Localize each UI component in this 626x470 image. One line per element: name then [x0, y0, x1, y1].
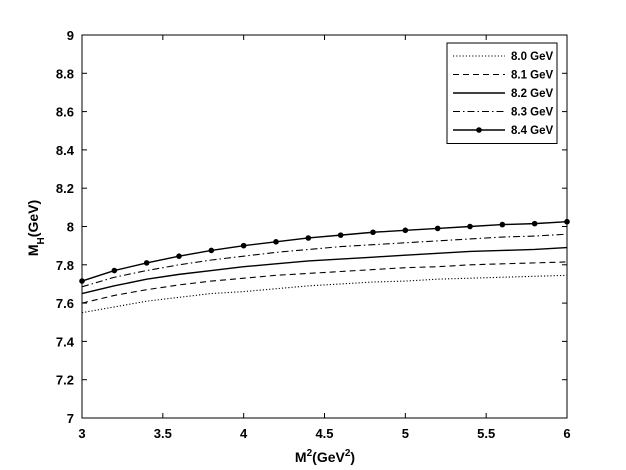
legend-label: 8.2 GeV [511, 88, 554, 100]
legend-label: 8.1 GeV [511, 70, 554, 82]
series-marker [208, 247, 215, 254]
x-tick-label: 4 [240, 426, 248, 441]
series-marker [240, 242, 247, 249]
x-axis-label: M2(GeV2) [295, 448, 355, 465]
series-marker [273, 239, 279, 245]
x-tick-label: 6 [563, 426, 570, 441]
series-line-3 [81, 246, 568, 295]
y-tick-label: 8 [67, 220, 74, 235]
series-marker [402, 227, 409, 234]
series-marker [111, 267, 118, 274]
x-tick-label: 3 [78, 426, 85, 441]
y-tick-label: 7.4 [56, 334, 75, 349]
y-tick-label: 7.6 [56, 296, 74, 311]
y-tick-label: 8.6 [56, 105, 74, 120]
series-marker [531, 220, 538, 227]
y-tick-label: 9 [67, 28, 74, 43]
legend-marker [476, 127, 482, 133]
series-marker [305, 235, 312, 241]
series-marker [143, 260, 150, 266]
legend-label: 8.4 GeV [511, 125, 554, 137]
y-tick-label: 7.8 [56, 258, 74, 273]
series-marker [467, 223, 473, 230]
series-marker [434, 225, 441, 232]
series-line-1 [81, 274, 568, 314]
series-layer [79, 218, 570, 314]
legend: 8.0 GeV 8.1 GeV 8.2 GeV 8.3 GeV 8.4 GeV [446, 42, 558, 144]
x-tick-label: 3.5 [154, 426, 172, 441]
series-marker [176, 253, 182, 259]
y-tick-label: 7.2 [56, 373, 74, 388]
x-tick-label: 4.5 [315, 426, 333, 441]
y-tick-label: 8.8 [56, 66, 74, 81]
y-tick-label: 8.2 [56, 181, 74, 196]
series-marker [337, 232, 344, 238]
series-line-4 [81, 233, 568, 288]
x-tick-label: 5 [402, 426, 409, 441]
ticks-layer: 3 3.5 4 4.5 5 5.5 6 7 7.2 7.4 7.6 7.8 8 8.2 8.4 8.6 8.8 9 [56, 28, 571, 441]
y-tick-label: 8.4 [56, 143, 75, 158]
x-tick-label: 5.5 [477, 426, 495, 441]
legend-label: 8.3 GeV [511, 107, 554, 119]
series-line-2 [81, 261, 568, 304]
legend-label: 8.0 GeV [511, 51, 554, 63]
y-axis-label: MH(GeV) [25, 200, 47, 256]
series-line-5 [81, 221, 568, 282]
series-marker [370, 229, 376, 236]
series-marker [499, 221, 506, 228]
y-tick-label: 7 [67, 411, 74, 426]
